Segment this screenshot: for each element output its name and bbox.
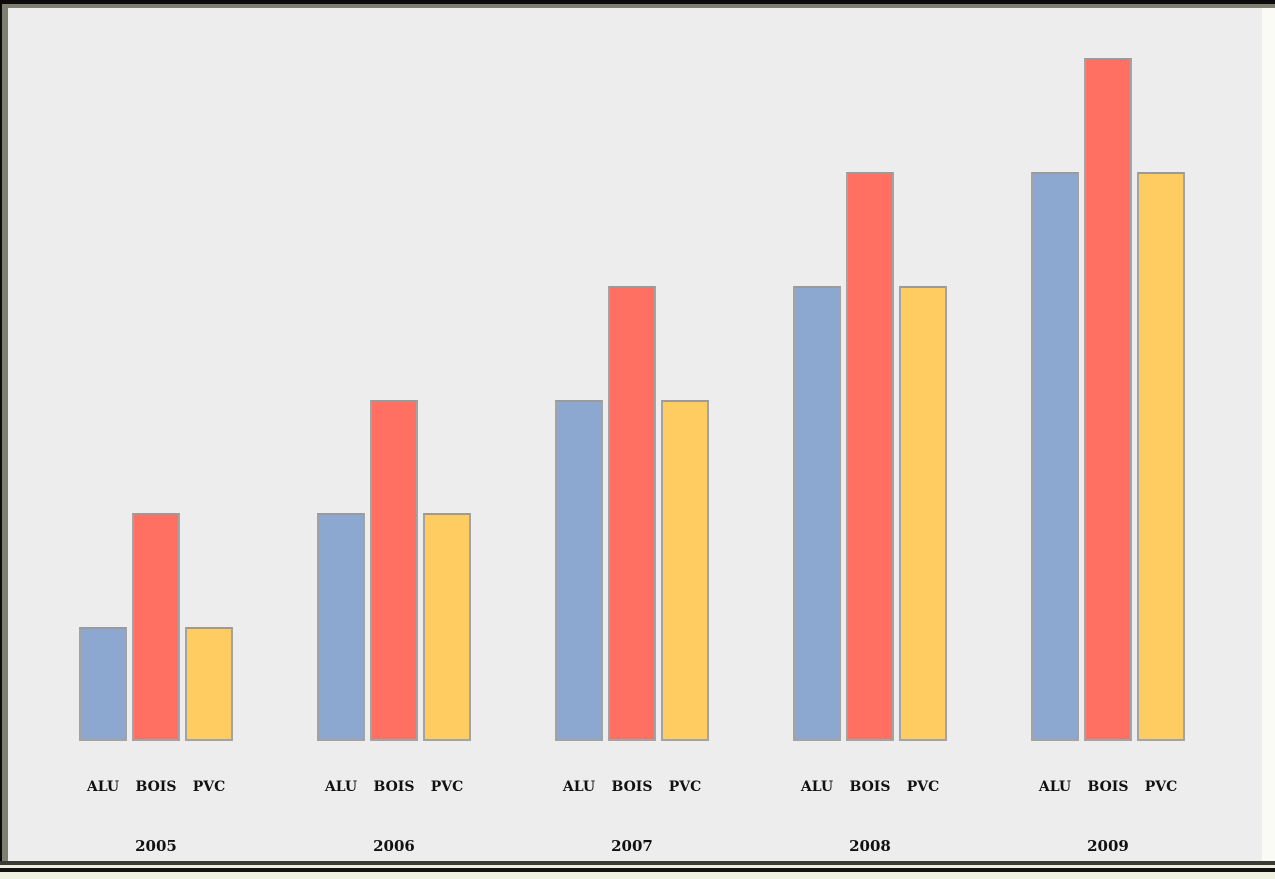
series-label-alu-2005: ALU <box>86 779 120 795</box>
bar-pvc-2006 <box>423 513 471 741</box>
bar-pvc-2009 <box>1137 172 1185 741</box>
bar-bois-2006 <box>370 400 418 741</box>
bottom-rule-black <box>0 868 1275 872</box>
series-label-pvc-2008: PVC <box>906 779 940 795</box>
series-label-pvc-2006: PVC <box>430 779 464 795</box>
frame-left-bevel-line <box>2 4 8 862</box>
bar-pvc-2008 <box>899 286 947 741</box>
series-labels-2009: ALU BOIS PVC <box>1031 779 1185 795</box>
bar-alu-2009 <box>1031 172 1079 741</box>
bar-group-2008 <box>793 172 947 741</box>
bar-bois-2008 <box>846 172 894 741</box>
bar-alu-2007 <box>555 400 603 741</box>
series-label-bois-2009: BOIS <box>1087 779 1129 795</box>
series-labels-2005: ALU BOIS PVC <box>79 779 233 795</box>
series-label-bois-2007: BOIS <box>611 779 653 795</box>
series-labels-2007: ALU BOIS PVC <box>555 779 709 795</box>
series-labels-2006: ALU BOIS PVC <box>317 779 471 795</box>
series-label-bois-2008: BOIS <box>849 779 891 795</box>
frame-top-bevel-line <box>0 4 1275 8</box>
bar-pvc-2007 <box>661 400 709 741</box>
series-label-bois-2006: BOIS <box>373 779 415 795</box>
series-label-bois-2005: BOIS <box>135 779 177 795</box>
year-label-2009: 2009 <box>1087 837 1129 855</box>
year-label-2008: 2008 <box>849 837 891 855</box>
series-label-alu-2009: ALU <box>1038 779 1072 795</box>
bottom-rule-gap <box>0 865 1275 868</box>
bar-alu-2005 <box>79 627 127 741</box>
frame-left-black-bar <box>0 0 2 868</box>
series-label-pvc-2009: PVC <box>1144 779 1178 795</box>
series-label-alu-2006: ALU <box>324 779 358 795</box>
series-label-pvc-2005: PVC <box>192 779 226 795</box>
series-labels-2008: ALU BOIS PVC <box>793 779 947 795</box>
frame-top-black-bar <box>0 0 1275 4</box>
bottom-rule-dark-gray <box>0 861 1275 865</box>
bar-pvc-2005 <box>185 627 233 741</box>
year-label-2006: 2006 <box>373 837 415 855</box>
bar-bois-2007 <box>608 286 656 741</box>
plot-area: ALU BOIS PVC 2005 ALU BOIS PVC 2006 ALU BOIS PVC 20… <box>8 8 1262 861</box>
bar-bois-2005 <box>132 513 180 741</box>
bar-group-2005 <box>79 513 233 741</box>
bar-group-2009 <box>1031 58 1185 741</box>
year-label-2005: 2005 <box>135 837 177 855</box>
bar-alu-2008 <box>793 286 841 741</box>
bottom-margin-strip <box>0 872 1275 879</box>
series-label-alu-2008: ALU <box>800 779 834 795</box>
bar-group-2006 <box>317 400 471 741</box>
bar-alu-2006 <box>317 513 365 741</box>
bar-bois-2009 <box>1084 58 1132 741</box>
series-label-alu-2007: ALU <box>562 779 596 795</box>
year-label-2007: 2007 <box>611 837 653 855</box>
bar-group-2007 <box>555 286 709 741</box>
series-label-pvc-2007: PVC <box>668 779 702 795</box>
